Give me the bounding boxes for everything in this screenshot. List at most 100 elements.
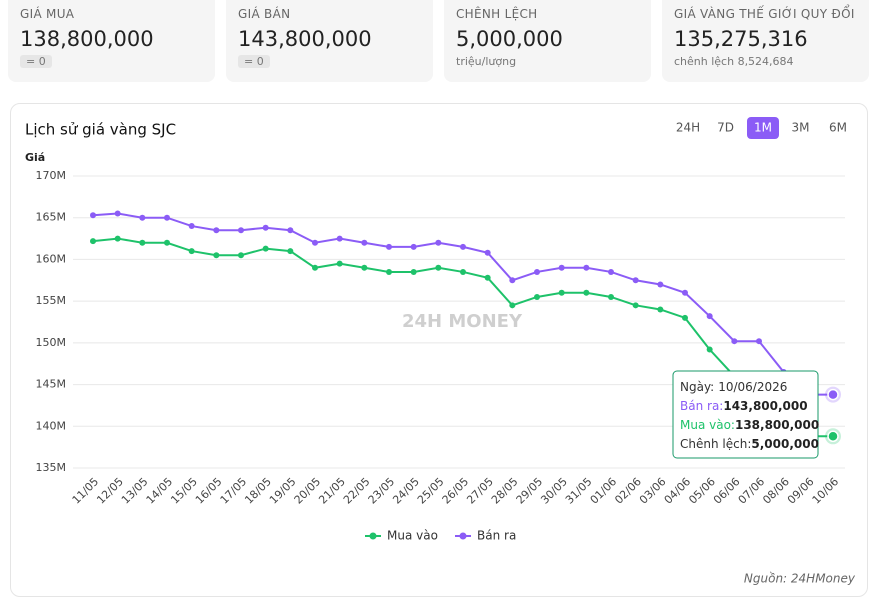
x-tick-label: 18/05 bbox=[242, 475, 274, 507]
tooltip-row: Bán ra:143,800,000 bbox=[680, 399, 808, 413]
range-button[interactable]: 24H bbox=[676, 121, 700, 135]
data-point bbox=[262, 245, 269, 252]
data-point bbox=[114, 235, 121, 242]
data-point bbox=[386, 243, 392, 250]
data-point bbox=[682, 289, 688, 296]
data-point bbox=[706, 346, 713, 353]
x-tick-label: 21/05 bbox=[316, 475, 348, 507]
x-tick-label: 07/06 bbox=[736, 475, 768, 507]
x-tick-label: 16/05 bbox=[193, 475, 225, 507]
data-point bbox=[188, 223, 195, 230]
data-point bbox=[608, 293, 614, 300]
x-tick-label: 08/06 bbox=[760, 475, 792, 507]
data-point bbox=[657, 281, 664, 288]
data-point bbox=[90, 212, 96, 219]
data-point bbox=[484, 274, 491, 281]
x-tick-label: 24/05 bbox=[390, 475, 422, 507]
x-tick-label: 14/05 bbox=[144, 475, 176, 507]
watermark: 24H MONEY bbox=[402, 311, 523, 332]
x-tick-label: 06/06 bbox=[711, 475, 743, 507]
card-label: GIÁ BÁN bbox=[238, 7, 291, 21]
stat-card: GIÁ BÁN 143,800,000 = 0 bbox=[226, 0, 433, 82]
tooltip-value: 5,000,000 bbox=[751, 437, 819, 451]
data-point bbox=[287, 227, 294, 234]
y-axis-label: Giá bbox=[25, 151, 45, 164]
source: Nguồn: 24HMoney bbox=[744, 572, 856, 586]
x-tick-label: 15/05 bbox=[168, 475, 200, 507]
x-tick-label: 12/05 bbox=[94, 475, 126, 507]
stat-card: GIÁ MUA 138,800,000 = 0 bbox=[8, 0, 215, 82]
data-point bbox=[361, 264, 368, 271]
data-point bbox=[262, 224, 269, 231]
y-tick-label: 160M bbox=[36, 252, 67, 265]
card-value: 5,000,000 bbox=[456, 27, 563, 51]
data-point bbox=[731, 338, 738, 345]
data-point bbox=[238, 252, 244, 259]
card-value: 135,275,316 bbox=[674, 27, 808, 51]
data-point bbox=[139, 239, 146, 246]
x-tick-label: 02/06 bbox=[612, 475, 644, 507]
chart-title: Lịch sử giá vàng SJC bbox=[25, 121, 176, 139]
data-point bbox=[114, 210, 121, 217]
x-tick-label: 19/05 bbox=[267, 475, 299, 507]
x-tick-label: 27/05 bbox=[464, 475, 496, 507]
x-tick-label: 23/05 bbox=[366, 475, 398, 507]
card-sub: triệu/lượng bbox=[456, 55, 639, 68]
data-point bbox=[139, 214, 146, 221]
data-point bbox=[460, 268, 466, 275]
data-point bbox=[410, 243, 417, 250]
data-point bbox=[435, 264, 442, 271]
tooltip-label: Bán ra: bbox=[680, 399, 723, 413]
y-tick-label: 150M bbox=[36, 336, 67, 349]
tooltip-value: 10/06/2026 bbox=[718, 380, 787, 394]
x-tick-label: 09/06 bbox=[785, 475, 817, 507]
data-point bbox=[460, 243, 466, 250]
card-sub-text: chênh lệch 8,524,684 bbox=[674, 55, 794, 68]
data-point bbox=[336, 260, 343, 267]
x-tick-label: 05/06 bbox=[686, 475, 718, 507]
x-tick-label: 11/05 bbox=[70, 475, 102, 507]
card-sub-text: = 0 bbox=[20, 55, 52, 68]
data-point bbox=[756, 338, 762, 345]
data-point bbox=[827, 388, 839, 401]
data-point bbox=[682, 314, 688, 321]
tooltip-label: Mua vào: bbox=[680, 418, 735, 432]
series-line bbox=[92, 212, 833, 396]
legend-label[interactable]: Bán ra bbox=[477, 529, 516, 543]
tooltip-value: 143,800,000 bbox=[723, 399, 807, 413]
data-point bbox=[435, 239, 442, 246]
data-point bbox=[484, 249, 491, 256]
x-tick-label: 29/05 bbox=[514, 475, 546, 507]
y-tick-label: 155M bbox=[36, 294, 67, 307]
data-point bbox=[287, 248, 294, 255]
chart-panel bbox=[10, 103, 868, 597]
range-button[interactable]: 1M bbox=[754, 121, 772, 135]
data-point bbox=[410, 268, 417, 275]
y-tick-label: 165M bbox=[36, 211, 67, 224]
card-sub: = 0 bbox=[20, 55, 203, 68]
stat-card: CHÊNH LỆCH 5,000,000 triệu/lượng bbox=[444, 0, 651, 82]
card-label: GIÁ VÀNG THẾ GIỚI QUY ĐỔI bbox=[674, 7, 855, 21]
data-point bbox=[632, 302, 639, 309]
range-button[interactable]: 7D bbox=[717, 121, 734, 135]
x-tick-label: 01/06 bbox=[588, 475, 620, 507]
y-tick-label: 140M bbox=[36, 419, 67, 432]
x-tick-label: 20/05 bbox=[292, 475, 324, 507]
tooltip-box bbox=[672, 370, 819, 459]
range-button[interactable]: 3M bbox=[792, 121, 810, 135]
card-sub: = 0 bbox=[238, 55, 421, 68]
legend-label[interactable]: Mua vào bbox=[387, 529, 438, 543]
data-point bbox=[632, 277, 639, 284]
card-label: GIÁ MUA bbox=[20, 7, 75, 21]
data-point bbox=[312, 239, 318, 246]
x-tick-label: 31/05 bbox=[563, 475, 595, 507]
data-point bbox=[336, 235, 343, 242]
data-point bbox=[213, 252, 220, 259]
range-button-bg[interactable] bbox=[747, 117, 779, 139]
data-point bbox=[558, 264, 565, 271]
x-tick-label: 30/05 bbox=[538, 475, 570, 507]
range-button[interactable]: 6M bbox=[829, 121, 847, 135]
x-tick-label: 13/05 bbox=[119, 475, 151, 507]
